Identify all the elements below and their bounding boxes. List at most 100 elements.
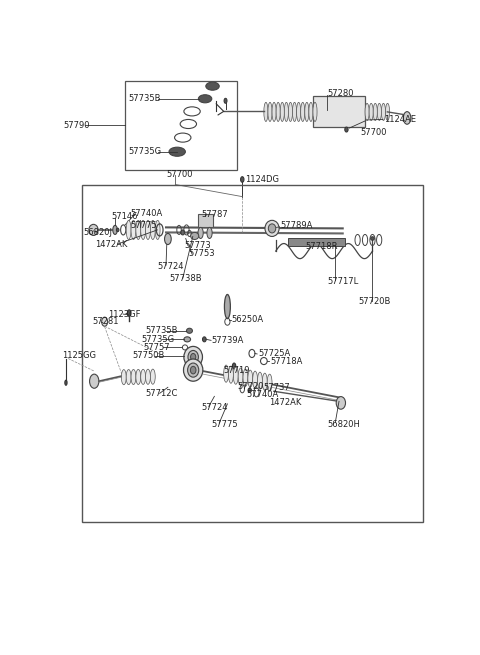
Text: 57740A: 57740A (130, 209, 162, 217)
Ellipse shape (191, 233, 199, 240)
Ellipse shape (198, 227, 203, 238)
Ellipse shape (116, 228, 119, 232)
Ellipse shape (240, 177, 244, 182)
Text: 57750B: 57750B (132, 352, 165, 360)
Ellipse shape (141, 220, 145, 240)
Ellipse shape (65, 380, 67, 385)
Text: 57280: 57280 (327, 88, 354, 98)
Ellipse shape (313, 102, 317, 121)
Ellipse shape (228, 366, 233, 383)
Ellipse shape (382, 103, 385, 121)
Ellipse shape (243, 369, 248, 386)
Text: 57757: 57757 (144, 343, 170, 352)
Text: 1124DG: 1124DG (245, 175, 279, 184)
Ellipse shape (268, 224, 276, 233)
Ellipse shape (206, 82, 219, 90)
Ellipse shape (207, 227, 212, 238)
Text: 57735G: 57735G (141, 335, 174, 344)
Ellipse shape (136, 220, 141, 240)
Text: 56250A: 56250A (232, 315, 264, 324)
Bar (313, 96, 365, 126)
Text: 57739A: 57739A (212, 337, 244, 345)
Ellipse shape (131, 369, 136, 384)
Text: 57735G: 57735G (129, 147, 162, 156)
Ellipse shape (276, 102, 280, 121)
Ellipse shape (369, 103, 373, 121)
Text: 57720: 57720 (238, 382, 264, 391)
Bar (198, 214, 213, 227)
Ellipse shape (127, 310, 131, 316)
Ellipse shape (292, 102, 297, 121)
Ellipse shape (263, 373, 267, 390)
Ellipse shape (126, 220, 131, 240)
Text: 57718R: 57718R (305, 242, 338, 251)
Text: 57717L: 57717L (327, 277, 359, 286)
Text: 57737: 57737 (263, 383, 290, 392)
Bar (288, 238, 345, 246)
Text: 57790: 57790 (64, 121, 90, 130)
Text: 57700: 57700 (360, 128, 387, 137)
Ellipse shape (145, 369, 150, 384)
Text: 57724: 57724 (158, 262, 184, 271)
Ellipse shape (264, 102, 268, 121)
Text: 57773: 57773 (185, 240, 211, 250)
Ellipse shape (102, 317, 108, 326)
Text: 57789A: 57789A (280, 221, 312, 231)
Ellipse shape (272, 102, 276, 121)
Ellipse shape (186, 328, 192, 333)
Ellipse shape (203, 337, 206, 342)
Text: 57735B: 57735B (145, 326, 178, 335)
Text: 1472AK: 1472AK (269, 398, 301, 407)
Text: 56820H: 56820H (327, 420, 360, 428)
Text: 57720B: 57720B (359, 297, 391, 306)
Text: 57700: 57700 (167, 170, 193, 179)
Ellipse shape (336, 396, 346, 409)
Ellipse shape (280, 102, 284, 121)
Text: 1472AK: 1472AK (96, 240, 128, 248)
Ellipse shape (188, 363, 199, 377)
Bar (83, 185, 423, 523)
Ellipse shape (309, 102, 313, 121)
Ellipse shape (165, 233, 171, 244)
Ellipse shape (225, 295, 230, 319)
Text: 1125GG: 1125GG (62, 352, 96, 360)
Text: 57738B: 57738B (170, 274, 203, 284)
Ellipse shape (268, 102, 272, 121)
Ellipse shape (150, 369, 155, 384)
Ellipse shape (90, 374, 99, 388)
Text: 57712C: 57712C (145, 389, 178, 398)
Ellipse shape (252, 371, 258, 388)
Text: 57724: 57724 (202, 403, 228, 412)
Ellipse shape (145, 220, 150, 240)
Ellipse shape (373, 103, 377, 121)
Ellipse shape (385, 103, 390, 121)
Bar (125, 81, 237, 170)
Text: 57787: 57787 (202, 210, 228, 219)
Ellipse shape (265, 220, 279, 236)
Ellipse shape (258, 372, 263, 389)
Ellipse shape (284, 102, 288, 121)
Ellipse shape (181, 230, 185, 235)
Ellipse shape (198, 95, 212, 103)
Ellipse shape (248, 370, 252, 387)
Ellipse shape (184, 346, 203, 367)
Ellipse shape (232, 363, 236, 369)
Ellipse shape (300, 102, 305, 121)
Ellipse shape (371, 236, 374, 240)
Ellipse shape (191, 366, 196, 374)
Ellipse shape (188, 350, 198, 364)
Ellipse shape (403, 111, 411, 124)
Text: 57775: 57775 (212, 420, 239, 428)
Ellipse shape (288, 102, 292, 121)
Ellipse shape (233, 367, 238, 384)
Text: 57735B: 57735B (129, 94, 161, 103)
Ellipse shape (169, 147, 185, 157)
Ellipse shape (183, 359, 203, 381)
Ellipse shape (248, 388, 252, 392)
Ellipse shape (191, 354, 196, 360)
Ellipse shape (345, 127, 348, 132)
Text: 57753: 57753 (188, 249, 215, 258)
Ellipse shape (126, 369, 131, 384)
Text: 57281: 57281 (93, 317, 119, 326)
Ellipse shape (121, 369, 126, 384)
